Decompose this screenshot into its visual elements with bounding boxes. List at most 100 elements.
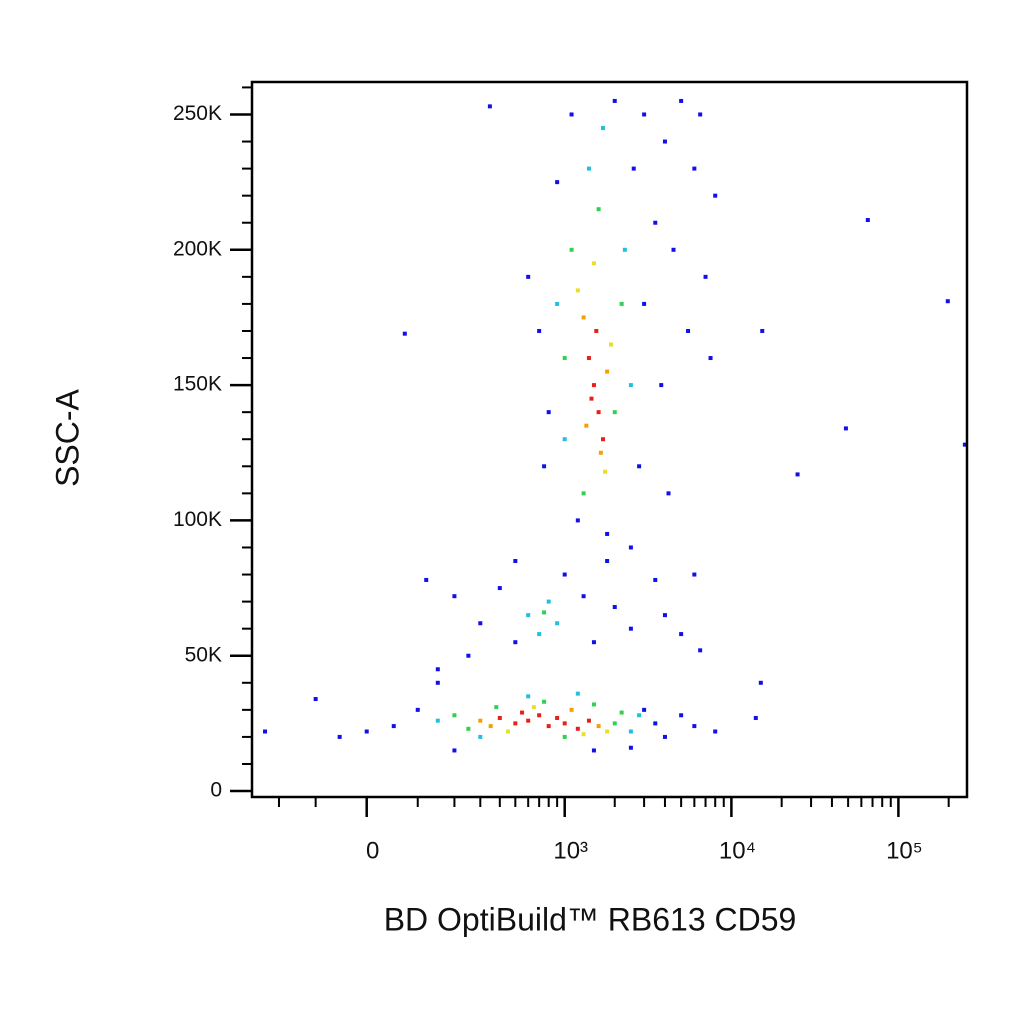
data-point	[337, 734, 342, 739]
data-point	[686, 328, 691, 333]
y-tick-label: 100K	[173, 508, 222, 531]
plot-frame	[250, 80, 969, 799]
data-point	[478, 621, 483, 626]
data-point	[605, 559, 610, 564]
data-point	[637, 713, 642, 718]
data-point	[600, 126, 605, 131]
data-point	[562, 356, 567, 361]
data-point	[596, 724, 601, 729]
data-point	[569, 707, 574, 712]
data-point	[584, 423, 589, 428]
data-point	[497, 586, 502, 591]
data-point	[546, 724, 551, 729]
y-tick-label: 150K	[173, 373, 222, 396]
data-point	[537, 713, 542, 718]
data-point	[494, 705, 499, 710]
data-point	[526, 718, 531, 723]
x-tick-label: 10⁵	[886, 837, 923, 864]
data-point	[555, 715, 560, 720]
data-point	[843, 426, 848, 431]
data-point	[703, 274, 708, 279]
data-point	[666, 491, 671, 496]
data-point	[603, 469, 608, 474]
data-point	[562, 572, 567, 577]
data-point	[662, 734, 667, 739]
data-point	[466, 726, 471, 731]
data-point	[513, 721, 518, 726]
data-point	[594, 328, 599, 333]
data-point	[945, 299, 950, 304]
data-point	[452, 713, 457, 718]
data-point	[596, 207, 601, 212]
data-point	[435, 718, 440, 723]
data-point	[364, 729, 369, 734]
data-point	[575, 518, 580, 523]
data-point	[758, 680, 763, 685]
data-point	[622, 247, 627, 252]
data-point	[692, 724, 697, 729]
data-point	[581, 594, 586, 599]
data-point	[628, 745, 633, 750]
data-point	[708, 356, 713, 361]
data-point	[497, 715, 502, 720]
data-point	[795, 472, 800, 477]
data-point	[698, 648, 703, 653]
data-point	[478, 718, 483, 723]
data-point	[452, 748, 457, 753]
data-point	[581, 491, 586, 496]
data-point	[698, 112, 703, 117]
data-point	[692, 166, 697, 171]
data-point	[581, 732, 586, 737]
data-point	[452, 594, 457, 599]
data-point	[713, 193, 718, 198]
data-point	[546, 599, 551, 604]
data-point	[526, 613, 531, 618]
data-point	[628, 626, 633, 631]
data-point	[662, 613, 667, 618]
data-point	[679, 632, 684, 637]
data-point	[569, 247, 574, 252]
data-point	[562, 437, 567, 442]
data-point	[612, 410, 617, 415]
data-point	[513, 559, 518, 564]
data-point	[679, 98, 684, 103]
data-point	[586, 356, 591, 361]
data-point	[537, 632, 542, 637]
data-point	[591, 748, 596, 753]
data-point	[619, 710, 624, 715]
data-point	[546, 410, 551, 415]
data-point	[487, 104, 492, 109]
data-point	[591, 261, 596, 266]
data-point	[531, 705, 536, 710]
data-point	[642, 707, 647, 712]
data-point	[526, 274, 531, 279]
data-point	[402, 331, 407, 336]
data-point	[631, 166, 636, 171]
data-point	[619, 301, 624, 306]
data-point	[671, 247, 676, 252]
data-point	[542, 464, 547, 469]
data-point	[466, 653, 471, 658]
data-point	[555, 621, 560, 626]
data-point	[605, 531, 610, 536]
data-point	[505, 729, 510, 734]
data-point	[513, 640, 518, 645]
data-point	[591, 702, 596, 707]
data-point	[569, 112, 574, 117]
data-point	[662, 139, 667, 144]
data-point	[313, 697, 318, 702]
data-point	[591, 640, 596, 645]
data-point	[586, 166, 591, 171]
data-point	[435, 667, 440, 672]
data-point	[575, 691, 580, 696]
data-point	[586, 718, 591, 723]
data-point	[598, 450, 603, 455]
data-point	[575, 726, 580, 731]
data-point	[542, 699, 547, 704]
data-point	[575, 288, 580, 293]
data-point	[653, 721, 658, 726]
data-point	[415, 707, 420, 712]
y-tick-label: 50K	[185, 643, 222, 666]
data-point	[628, 545, 633, 550]
